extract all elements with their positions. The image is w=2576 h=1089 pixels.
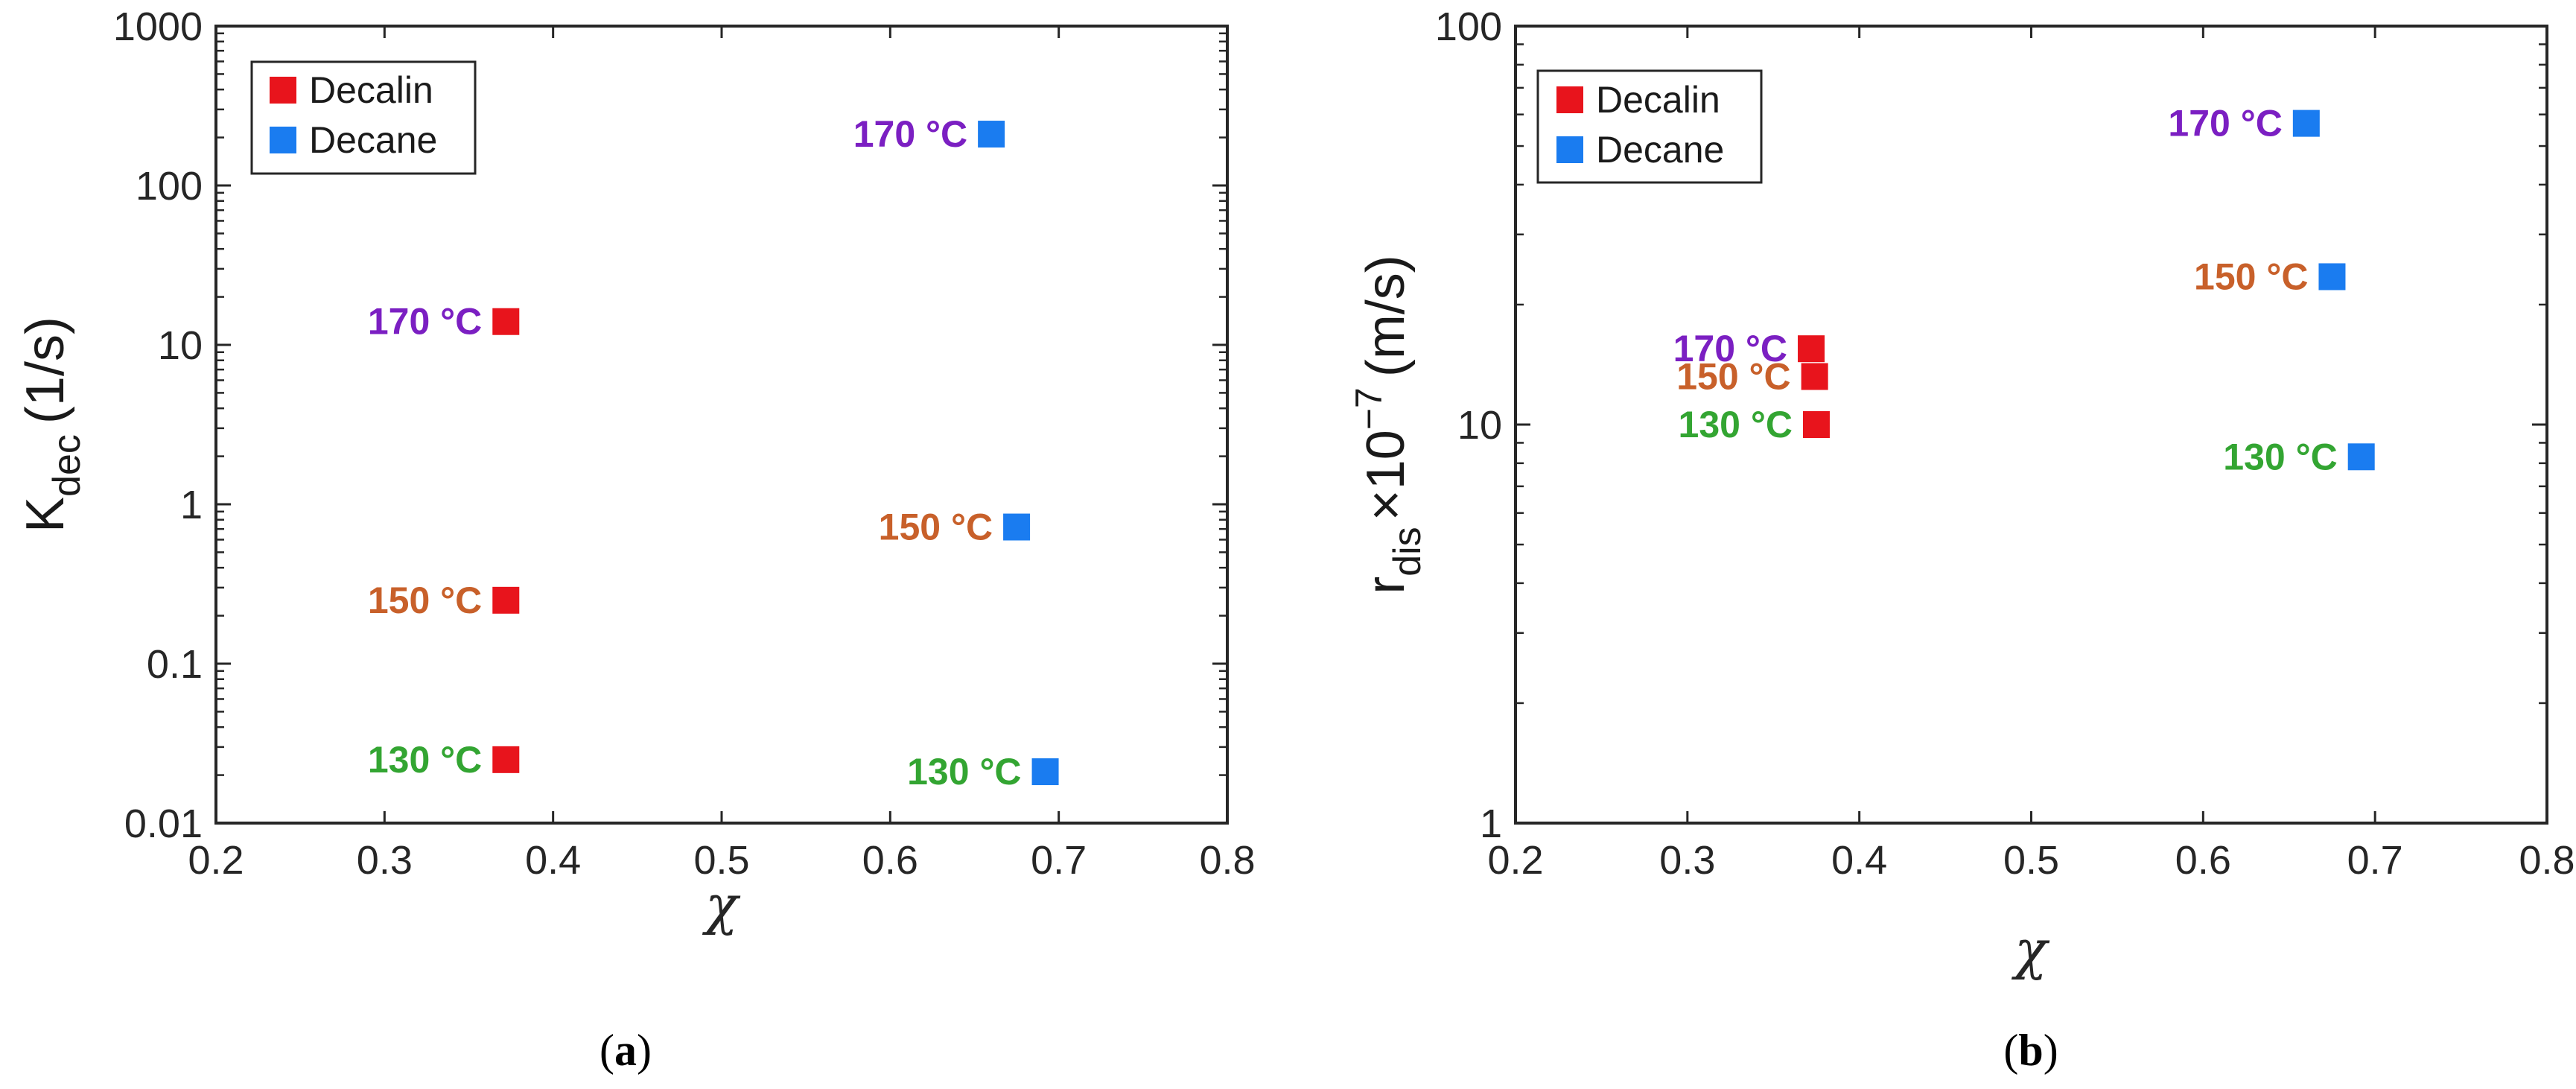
legend: Decalin Decane bbox=[250, 60, 477, 175]
y-tick-label: 100 bbox=[1435, 4, 1502, 49]
temperature-label: 130 °C bbox=[2223, 436, 2337, 477]
panel-a: 0.2 0.3 0.4 0.5 0.6 0.7 0.8 0.010.11101001000 … bbox=[16, 4, 1256, 1075]
y-tick-label: 0.1 bbox=[147, 642, 203, 687]
axis-ticks bbox=[1514, 25, 2548, 825]
legend-label-decalin: Decalin bbox=[309, 69, 433, 111]
x-tick-label: 0.5 bbox=[693, 838, 749, 883]
data-point-decalin bbox=[1798, 335, 1825, 363]
panel-b: 0.2 0.3 0.4 0.5 0.6 0.7 0.8 1 10 100 rdis×10−7(m… bbox=[1348, 4, 2575, 1075]
temperature-label: 150 °C bbox=[1676, 355, 1790, 397]
temperature-label: 130 °C bbox=[907, 751, 1021, 793]
y-axis-label: Kdec(1/s) bbox=[16, 317, 89, 533]
x-tick-label: 0.7 bbox=[1031, 838, 1087, 883]
x-tick-label: 0.7 bbox=[2347, 838, 2403, 883]
x-tick-label: 0.8 bbox=[2519, 838, 2575, 883]
temperature-label: 170 °C bbox=[853, 113, 967, 155]
x-tick-label: 0.6 bbox=[2175, 838, 2231, 883]
x-tick-label: 0.4 bbox=[1831, 838, 1887, 883]
data-point-decalin bbox=[492, 308, 520, 335]
x-axis-label: χ bbox=[702, 874, 741, 936]
data-point-decane bbox=[1003, 513, 1031, 541]
x-tick-label: 0.6 bbox=[862, 838, 918, 883]
temperature-label: 170 °C bbox=[1673, 328, 1787, 369]
temperature-label: 130 °C bbox=[368, 739, 482, 781]
temperature-label: 170 °C bbox=[2168, 103, 2282, 145]
temperature-label: 150 °C bbox=[879, 507, 993, 548]
temperature-label: 150 °C bbox=[368, 580, 482, 621]
x-tick-label: 0.2 bbox=[188, 838, 244, 883]
legend-swatch-decalin bbox=[270, 77, 296, 104]
y-tick-label: 1 bbox=[1480, 801, 1502, 846]
y-tick-labels: 1 10 100 bbox=[1435, 4, 1502, 846]
y-tick-labels: 0.01 0.1 1 10 100 1000 bbox=[113, 4, 203, 846]
panel-caption: (a) bbox=[600, 1026, 652, 1075]
x-tick-label: 0.2 bbox=[1487, 838, 1543, 883]
y-tick-label: 1000 bbox=[113, 4, 203, 49]
legend: Decalin Decane bbox=[1536, 69, 1763, 184]
legend-swatch-decalin bbox=[1556, 86, 1583, 113]
data-point-decane bbox=[2292, 109, 2320, 137]
x-tick-label: 0.3 bbox=[1659, 838, 1715, 883]
y-tick-label: 0.01 bbox=[124, 801, 203, 846]
panel-caption: (b) bbox=[2003, 1026, 2058, 1075]
legend-label-decalin: Decalin bbox=[1596, 79, 1720, 121]
axis-ticks bbox=[214, 25, 1229, 825]
data-point-decalin bbox=[1801, 363, 1828, 390]
temperature-label: 170 °C bbox=[368, 301, 482, 343]
x-tick-labels: 0.2 0.3 0.4 0.5 0.6 0.7 0.8 bbox=[188, 838, 1255, 883]
x-tick-labels: 0.2 0.3 0.4 0.5 0.6 0.7 0.8 bbox=[1487, 838, 2575, 883]
y-axis-label: rdis×10−7(m/s) bbox=[1348, 255, 1429, 594]
legend-label-decane: Decane bbox=[309, 119, 437, 161]
x-tick-label: 0.8 bbox=[1199, 838, 1255, 883]
y-tick-label: 10 bbox=[1457, 403, 1502, 448]
data-point-decane bbox=[1031, 758, 1059, 786]
data-point-decalin bbox=[1802, 411, 1830, 438]
y-tick-label: 100 bbox=[136, 164, 203, 209]
legend-swatch-decane bbox=[270, 127, 296, 153]
x-tick-label: 0.3 bbox=[357, 838, 413, 883]
legend-swatch-decane bbox=[1556, 136, 1583, 163]
y-tick-label: 10 bbox=[158, 323, 203, 368]
data-point-decalin bbox=[492, 746, 520, 773]
y-tick-label: 1 bbox=[180, 483, 203, 527]
data-point-decane bbox=[978, 121, 1005, 148]
x-tick-label: 0.5 bbox=[2003, 838, 2059, 883]
temperature-label: 130 °C bbox=[1679, 404, 1793, 445]
data-points: 170 °C 150 °C 130 °C 170 °C 150 °C 130 °C bbox=[368, 113, 1059, 793]
x-axis-label: χ bbox=[2011, 918, 2050, 981]
temperature-label: 150 °C bbox=[2194, 255, 2308, 297]
data-point-decane bbox=[2347, 443, 2375, 471]
x-tick-label: 0.4 bbox=[525, 838, 581, 883]
data-point-decane bbox=[2318, 263, 2346, 290]
data-point-decalin bbox=[492, 586, 520, 614]
legend-label-decane: Decane bbox=[1596, 129, 1724, 171]
